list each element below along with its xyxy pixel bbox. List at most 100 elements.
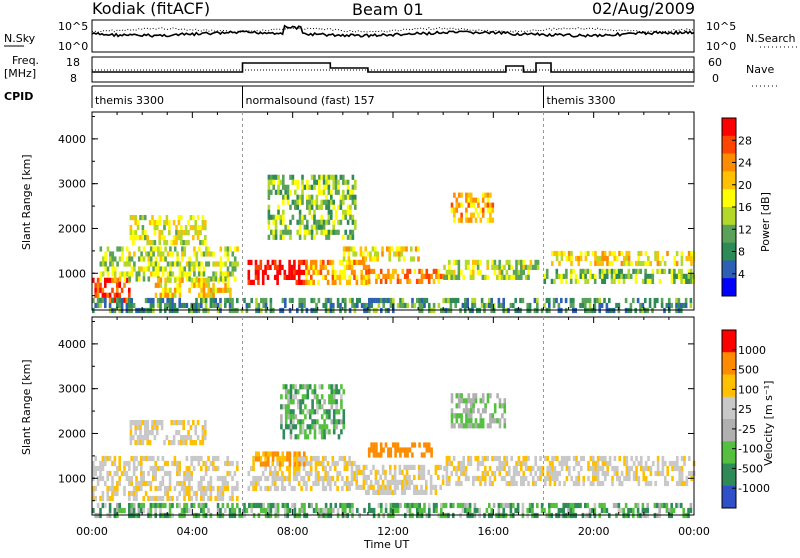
heatmap-cell	[351, 219, 355, 225]
heatmap-cell	[229, 246, 232, 252]
heatmap-cell	[166, 277, 170, 283]
heatmap-cell	[137, 246, 141, 252]
heatmap-cell	[113, 292, 117, 298]
heatmap-cell	[664, 475, 667, 482]
heatmap-cell	[315, 224, 319, 230]
heatmap-cell	[601, 480, 605, 487]
heatmap-cell	[539, 470, 542, 477]
heatmap-cell	[450, 269, 453, 275]
heatmap-cell	[396, 479, 399, 485]
heatmap-cell	[317, 269, 320, 275]
heatmap-cell	[472, 197, 475, 203]
heatmap-cell	[199, 230, 202, 236]
heatmap-cell	[212, 292, 215, 298]
heatmap-cell	[314, 269, 318, 275]
heatmap-cell	[553, 455, 557, 462]
heatmap-cell	[216, 502, 220, 509]
heatmap-cell	[399, 302, 402, 309]
heatmap-cell	[374, 474, 378, 480]
heatmap-cell	[323, 419, 326, 425]
heatmap-cell	[464, 297, 467, 304]
heatmap-cell	[200, 465, 203, 472]
colorbar-segment	[722, 396, 736, 420]
heatmap-cell	[360, 469, 363, 475]
heatmap-cell	[101, 292, 105, 298]
heatmap-cell	[344, 209, 347, 215]
heatmap-cell	[250, 502, 253, 509]
heatmap-cell	[201, 225, 205, 231]
heatmap-cell	[680, 470, 684, 477]
heatmap-cell	[257, 302, 261, 309]
heatmap-cell	[121, 251, 124, 257]
heatmap-cell	[209, 287, 213, 293]
heatmap-cell	[379, 268, 383, 274]
heatmap-cell	[156, 420, 159, 426]
heatmap-cell	[340, 429, 343, 435]
heatmap-cell	[569, 268, 573, 274]
heatmap-cell	[532, 264, 535, 270]
heatmap-cell	[101, 271, 105, 277]
heatmap-cell	[130, 475, 133, 482]
heatmap-cell	[644, 475, 648, 482]
heatmap-cell	[310, 194, 314, 200]
heatmap-cell	[584, 268, 587, 274]
heatmap-cell	[406, 507, 409, 514]
heatmap-cell	[303, 507, 306, 514]
heatmap-cell	[231, 507, 234, 514]
heatmap-cell	[465, 217, 468, 223]
x-axis-label: Time UT	[363, 538, 409, 551]
heatmap-cell	[389, 489, 392, 495]
heatmap-cell	[331, 274, 335, 280]
heatmap-cell	[293, 451, 296, 457]
heatmap-cell	[592, 465, 595, 472]
heatmap-cell	[656, 260, 660, 267]
heatmap-cell	[481, 408, 485, 414]
heatmap-cell	[376, 251, 379, 257]
heatmap-cell	[212, 302, 215, 309]
heatmap-cell	[457, 403, 461, 409]
heatmap-cell	[630, 455, 633, 462]
heatmap-cell	[579, 273, 583, 279]
heatmap-cell	[363, 302, 366, 309]
heatmap-cell	[567, 250, 571, 257]
heatmap-cell	[146, 435, 149, 441]
heatmap-cell	[622, 273, 626, 279]
heatmap-cell	[479, 398, 483, 404]
heatmap-cell	[233, 485, 237, 492]
heatmap-cell	[123, 465, 126, 472]
heatmap-cell	[510, 475, 513, 482]
heatmap-cell	[184, 435, 188, 441]
heatmap-cell	[398, 251, 401, 257]
heatmap-cell	[486, 202, 490, 208]
heatmap-cell	[353, 475, 356, 482]
heatmap-cell	[439, 484, 442, 490]
heatmap-cell	[182, 420, 185, 426]
heatmap-cell	[147, 297, 150, 304]
heatmap-cell	[377, 489, 380, 495]
heatmap-cell	[257, 451, 260, 457]
heatmap-cell	[300, 460, 303, 467]
heatmap-cell	[284, 409, 288, 415]
heatmap-cell	[236, 495, 239, 502]
heatmap-cell	[606, 255, 609, 262]
heatmap-cell	[199, 440, 202, 446]
heatmap-cell	[579, 302, 582, 309]
heatmap-cell	[106, 292, 109, 298]
heatmap-cell	[401, 469, 404, 475]
heatmap-cell	[293, 264, 296, 270]
heatmap-cell	[159, 480, 162, 487]
heatmap-cell	[439, 273, 443, 279]
heatmap-cell	[620, 250, 624, 257]
heatmap-cell	[528, 302, 532, 309]
heatmap-cell	[99, 261, 103, 267]
heatmap-cell	[581, 302, 585, 309]
heatmap-cell	[350, 269, 354, 275]
heatmap-cell	[212, 455, 215, 462]
heatmap-cell	[284, 414, 288, 420]
heatmap-cell	[406, 302, 409, 309]
heatmap-cell	[469, 403, 473, 409]
heatmap-cell	[168, 470, 172, 477]
heatmap-cell	[642, 470, 645, 477]
heatmap-cell	[572, 297, 575, 304]
heatmap-cell	[320, 189, 323, 195]
